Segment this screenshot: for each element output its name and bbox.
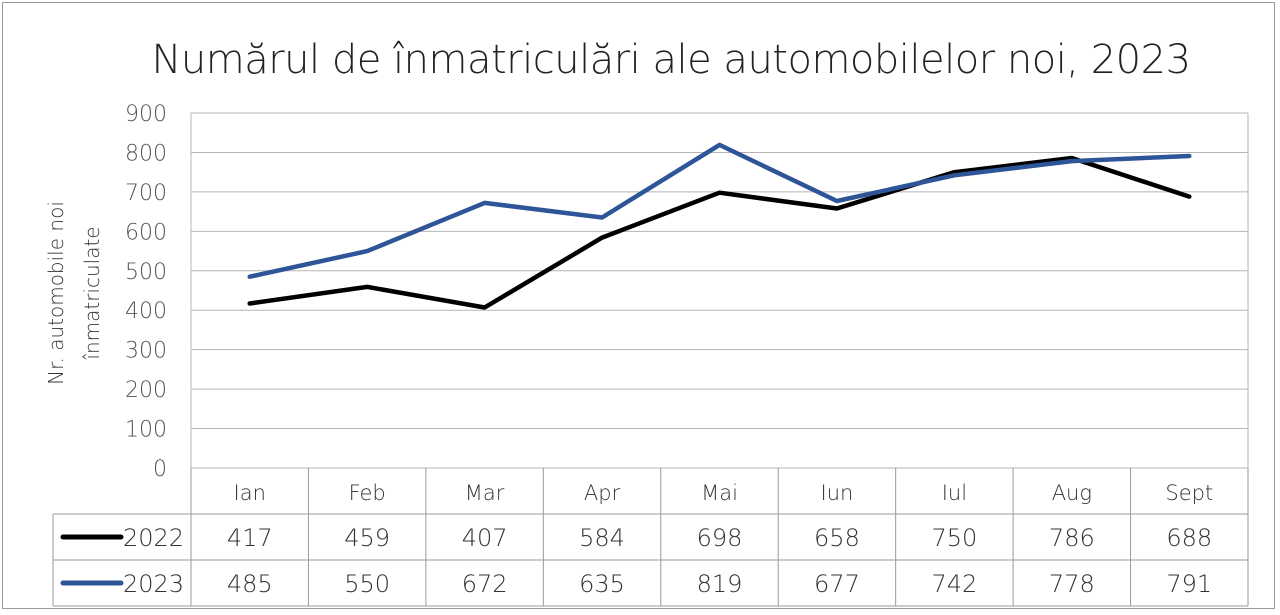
- x-category-label: Mar: [465, 481, 505, 505]
- data-table-value: 658: [814, 524, 860, 552]
- y-tick-label: 200: [125, 378, 167, 403]
- y-axis-label: Nr. automobile noi înmatriculate: [44, 201, 104, 385]
- x-category-label: Iun: [821, 481, 854, 505]
- series-line: [250, 158, 1190, 308]
- x-category-label: Aug: [1052, 481, 1092, 505]
- y-tick-label: 600: [125, 220, 167, 245]
- x-category-label: Feb: [349, 481, 386, 505]
- data-table: Ian Feb Mar Apr Mai Iun Iul Aug Sept 2022 417 459 40…: [53, 468, 1248, 606]
- y-tick-labels: 0 100 200 300 400 500 600 700 800 900: [125, 102, 167, 482]
- data-table-value: 550: [344, 570, 390, 598]
- series-lines: [250, 145, 1190, 308]
- data-table-value: 672: [462, 570, 508, 598]
- chart-svg: Numărul de înmatriculări ale automobilel…: [3, 3, 1276, 610]
- data-table-value: 584: [579, 524, 625, 552]
- y-axis-label-line2: înmatriculate: [80, 226, 104, 360]
- data-table-value: 778: [1049, 570, 1095, 598]
- x-category-label: Sept: [1165, 481, 1213, 505]
- data-table-value: 786: [1049, 524, 1095, 552]
- x-category-label: Mai: [701, 481, 738, 505]
- data-table-value: 688: [1166, 524, 1212, 552]
- data-table-value: 677: [814, 570, 860, 598]
- data-table-value: 459: [344, 524, 390, 552]
- data-table-value: 485: [227, 570, 273, 598]
- y-tick-label: 500: [125, 260, 167, 285]
- chart-title: Numărul de înmatriculări ale automobilel…: [151, 37, 1190, 83]
- y-tick-label: 0: [153, 457, 167, 482]
- y-tick-label: 100: [125, 418, 167, 443]
- y-tick-label: 300: [125, 339, 167, 364]
- y-tick-label: 800: [125, 141, 167, 166]
- data-table-value: 742: [931, 570, 977, 598]
- y-axis-label-line1: Nr. automobile noi: [44, 201, 68, 385]
- data-table-value: 819: [697, 570, 743, 598]
- data-table-value: 407: [462, 524, 508, 552]
- y-tick-label: 400: [125, 299, 167, 324]
- x-category-label: Apr: [584, 481, 621, 505]
- y-tick-label: 900: [125, 102, 167, 127]
- data-table-value: 791: [1166, 570, 1212, 598]
- legend-series-name: 2022: [123, 524, 184, 552]
- data-table-value: 635: [579, 570, 625, 598]
- series-line: [250, 145, 1190, 277]
- x-category-label: Ian: [234, 481, 266, 505]
- y-tick-label: 700: [125, 181, 167, 206]
- data-table-value: 698: [697, 524, 743, 552]
- data-table-value: 417: [227, 524, 273, 552]
- data-table-value: 750: [931, 524, 977, 552]
- legend-series-name: 2023: [123, 570, 184, 598]
- x-category-label: Iul: [942, 481, 967, 505]
